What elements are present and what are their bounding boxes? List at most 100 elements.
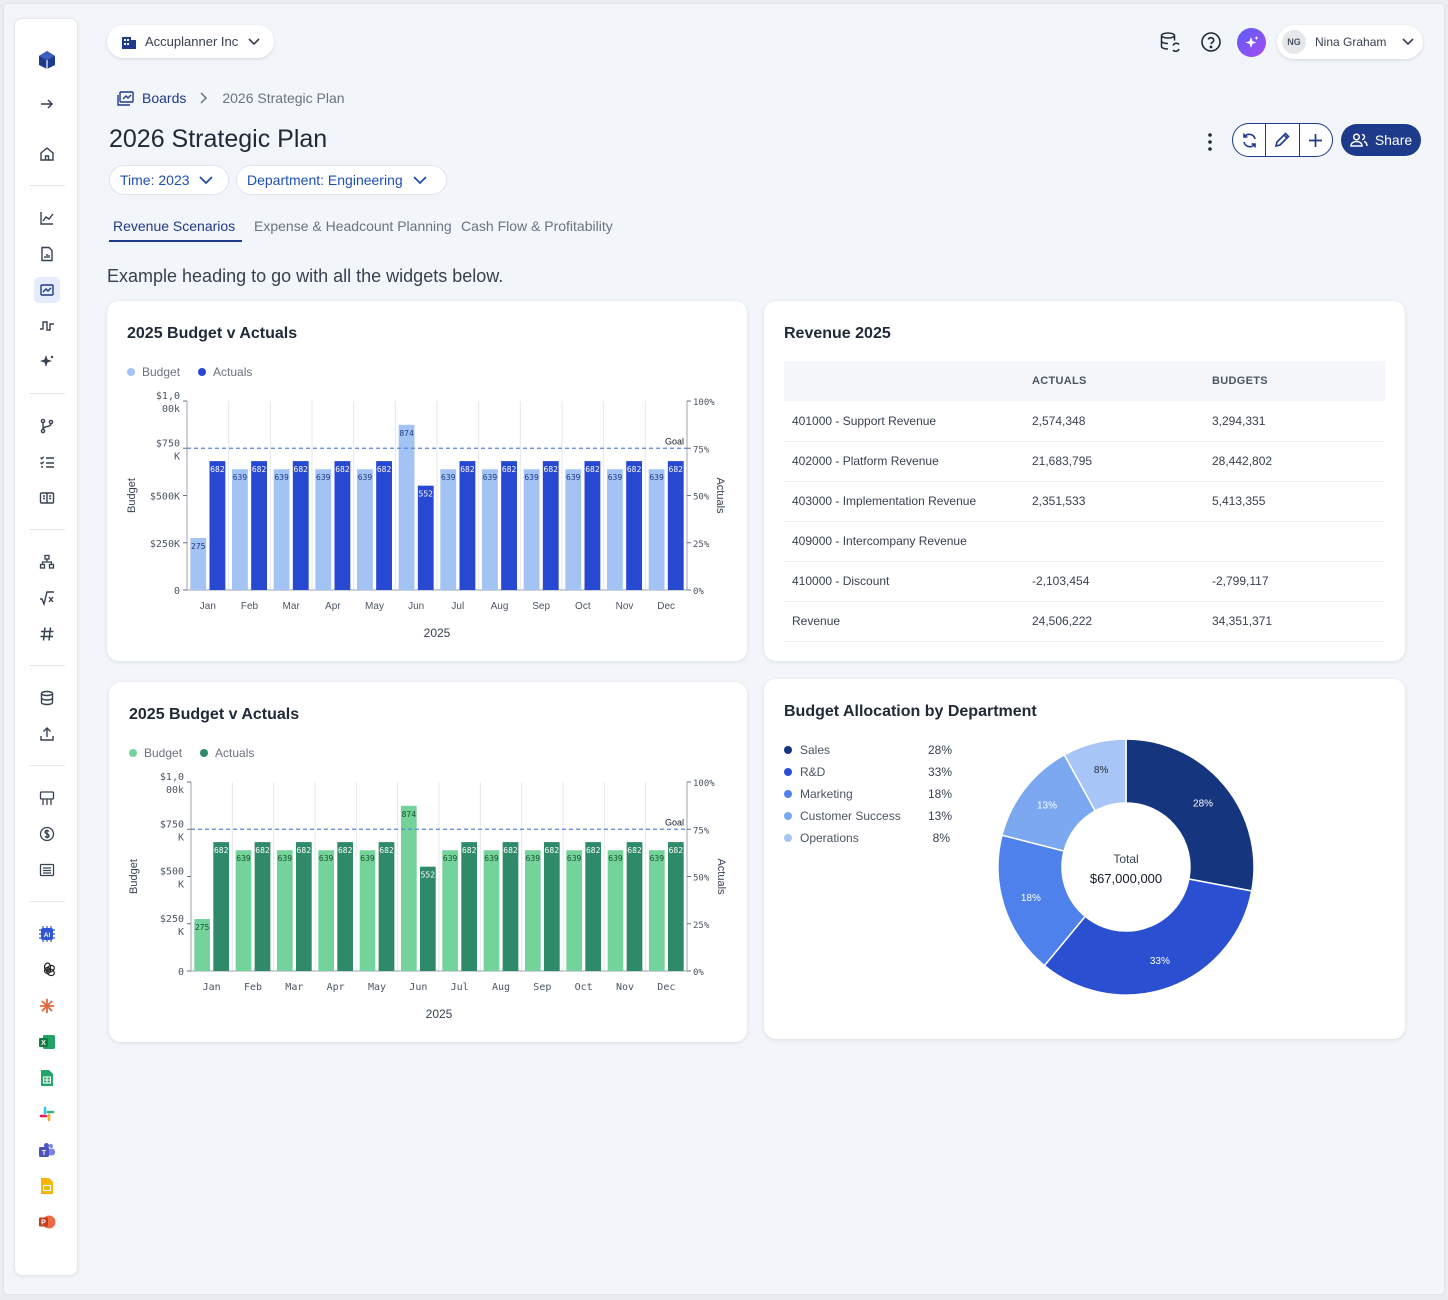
bar-budget[interactable] <box>483 850 500 971</box>
bar-actuals[interactable] <box>378 842 395 971</box>
table-row[interactable]: 410000 - Discount -2,103,454 -2,799,117 <box>784 561 1385 602</box>
more-options-button[interactable] <box>1200 128 1220 156</box>
bar-actuals[interactable] <box>337 842 354 971</box>
bar-actuals[interactable] <box>334 461 351 590</box>
bar-budget[interactable] <box>398 424 415 590</box>
sparkle-icon[interactable] <box>34 349 60 375</box>
org-chart-icon[interactable] <box>34 785 60 811</box>
bar-actuals[interactable] <box>295 842 312 971</box>
claude-icon[interactable] <box>34 993 60 1019</box>
help-button[interactable] <box>1197 28 1225 56</box>
powerpoint-icon[interactable]: P <box>34 1209 60 1235</box>
legend-item-sales[interactable]: Sales 28% <box>784 739 952 761</box>
branch-icon[interactable] <box>34 413 60 439</box>
bar-actuals[interactable] <box>209 461 226 590</box>
bar-budget[interactable] <box>194 919 211 971</box>
google-sheets-icon[interactable] <box>34 1065 60 1091</box>
tab-cash-flow[interactable]: Cash Flow & Profitability <box>461 218 613 234</box>
report-icon[interactable] <box>34 241 60 267</box>
bar-actuals[interactable] <box>419 866 436 971</box>
bar-budget[interactable] <box>648 850 665 971</box>
donut-slice[interactable] <box>1125 738 1255 892</box>
bar-budget[interactable] <box>565 469 582 590</box>
bar-actuals[interactable] <box>376 461 392 590</box>
logo-icon[interactable] <box>34 47 60 73</box>
hash-icon[interactable] <box>34 621 60 647</box>
donut-slice[interactable] <box>997 834 1087 967</box>
google-slides-icon[interactable] <box>34 1173 60 1199</box>
bar-actuals[interactable] <box>213 842 230 971</box>
bar-actuals[interactable] <box>254 842 271 971</box>
boards-icon[interactable] <box>34 277 60 303</box>
bar-budget[interactable] <box>315 469 332 590</box>
line-chart-icon[interactable] <box>34 205 60 231</box>
table-row[interactable]: Revenue 24,506,222 34,351,371 <box>784 601 1385 642</box>
bar-actuals[interactable] <box>461 842 478 971</box>
list-icon[interactable] <box>34 857 60 883</box>
legend-item-customer-success[interactable]: Customer Success 13% <box>784 805 952 827</box>
bar-budget[interactable] <box>318 850 335 971</box>
teams-icon[interactable]: T <box>34 1137 60 1163</box>
bar-actuals[interactable] <box>501 461 517 590</box>
bar-actuals[interactable] <box>667 461 684 590</box>
bar-budget[interactable] <box>607 850 624 971</box>
bar-budget[interactable] <box>523 469 540 590</box>
bar-budget[interactable] <box>442 850 459 971</box>
ai-icon[interactable]: AI <box>34 921 60 947</box>
bar-budget[interactable] <box>359 850 376 971</box>
legend-item-budget[interactable]: Budget <box>129 746 182 760</box>
data-sync-button[interactable] <box>1156 28 1184 56</box>
bar-actuals[interactable] <box>251 461 267 590</box>
home-icon[interactable] <box>34 141 60 167</box>
bar-actuals[interactable] <box>543 842 560 971</box>
bar-actuals[interactable] <box>585 842 602 971</box>
add-button[interactable] <box>1300 124 1332 156</box>
openai-icon[interactable] <box>34 957 60 983</box>
bar-budget[interactable] <box>482 469 498 590</box>
bar-budget[interactable] <box>566 850 583 971</box>
legend-item-operations[interactable]: Operations 8% <box>784 827 950 849</box>
legend-item-actuals[interactable]: Actuals <box>198 365 252 379</box>
expand-arrow-icon[interactable] <box>34 91 60 117</box>
dollar-icon[interactable] <box>34 821 60 847</box>
checklist-icon[interactable] <box>34 449 60 475</box>
org-selector[interactable]: Accuplanner Inc <box>107 25 274 58</box>
legend-item-actuals[interactable]: Actuals <box>200 746 254 760</box>
bar-actuals[interactable] <box>667 842 684 971</box>
donut-slice[interactable] <box>1063 738 1127 812</box>
legend-item-rnd[interactable]: R&D 33% <box>784 761 952 783</box>
bar-actuals[interactable] <box>459 461 476 590</box>
department-filter[interactable]: Department: Engineering <box>236 165 447 195</box>
share-button[interactable]: Share <box>1341 124 1421 156</box>
ai-assistant-button[interactable] <box>1237 28 1266 57</box>
table-row[interactable]: 401000 - Support Revenue 2,574,348 3,294,3… <box>784 401 1385 442</box>
formula-icon[interactable] <box>34 585 60 611</box>
bar-actuals[interactable] <box>626 842 643 971</box>
user-menu[interactable]: NG Nina Graham <box>1277 25 1423 59</box>
slack-icon[interactable] <box>34 1101 60 1127</box>
legend-item-budget[interactable]: Budget <box>127 365 180 379</box>
table-row[interactable]: 409000 - Intercompany Revenue <box>784 521 1385 562</box>
time-filter[interactable]: Time: 2023 <box>109 165 229 195</box>
legend-item-marketing[interactable]: Marketing 18% <box>784 783 952 805</box>
bar-budget[interactable] <box>607 469 623 590</box>
bar-actuals[interactable] <box>584 461 601 590</box>
table-row[interactable]: 403000 - Implementation Revenue 2,351,533… <box>784 481 1385 522</box>
bar-actuals[interactable] <box>502 842 519 971</box>
bar-actuals[interactable] <box>417 485 434 590</box>
bar-budget[interactable] <box>357 469 373 590</box>
bar-budget[interactable] <box>190 538 207 590</box>
tab-expense-headcount[interactable]: Expense & Headcount Planning <box>254 218 452 234</box>
database-icon[interactable] <box>34 685 60 711</box>
signal-icon[interactable] <box>34 313 60 339</box>
bar-budget[interactable] <box>232 469 248 590</box>
bar-actuals[interactable] <box>542 461 559 590</box>
hierarchy-icon[interactable] <box>34 549 60 575</box>
excel-icon[interactable]: X <box>34 1029 60 1055</box>
book-icon[interactable] <box>34 485 60 511</box>
bar-budget[interactable] <box>276 850 293 971</box>
bar-budget[interactable] <box>524 850 541 971</box>
bar-budget[interactable] <box>235 850 252 971</box>
bar-actuals[interactable] <box>626 461 642 590</box>
bar-budget[interactable] <box>648 469 665 590</box>
